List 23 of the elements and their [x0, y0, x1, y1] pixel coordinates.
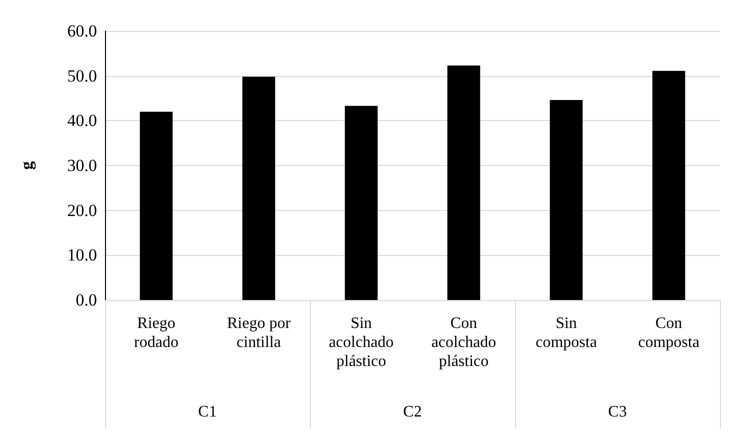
x-tick-label: Riego por cintilla	[226, 315, 292, 351]
bar	[140, 112, 173, 300]
y-tick-label: 60.0	[67, 22, 97, 40]
y-tick-label: 50.0	[67, 66, 97, 86]
y-tick-label: 30.0	[67, 156, 97, 175]
text: C1	[198, 404, 217, 420]
y-tick-label: 20.0	[67, 200, 97, 220]
x-tick-label: Riego rodado	[134, 315, 178, 351]
x-tick-label: Sin acolchado plástico	[328, 315, 394, 370]
bar	[652, 70, 686, 300]
y-axis-title: g	[17, 160, 36, 170]
y-tick-label: 0.0	[76, 290, 97, 310]
x-tick-label: Con composta	[638, 315, 700, 351]
x-tick-label: Con acolchado plástico	[431, 315, 496, 370]
bar	[447, 66, 480, 300]
text: C3	[608, 404, 627, 420]
bar	[344, 106, 378, 300]
y-tick-label: 10.0	[67, 246, 97, 265]
bar	[242, 76, 276, 300]
y-tick-label: 40.0	[67, 111, 97, 130]
x-tick-label: Sin composta	[536, 315, 597, 351]
text: C2	[403, 404, 422, 420]
bar	[550, 100, 583, 300]
